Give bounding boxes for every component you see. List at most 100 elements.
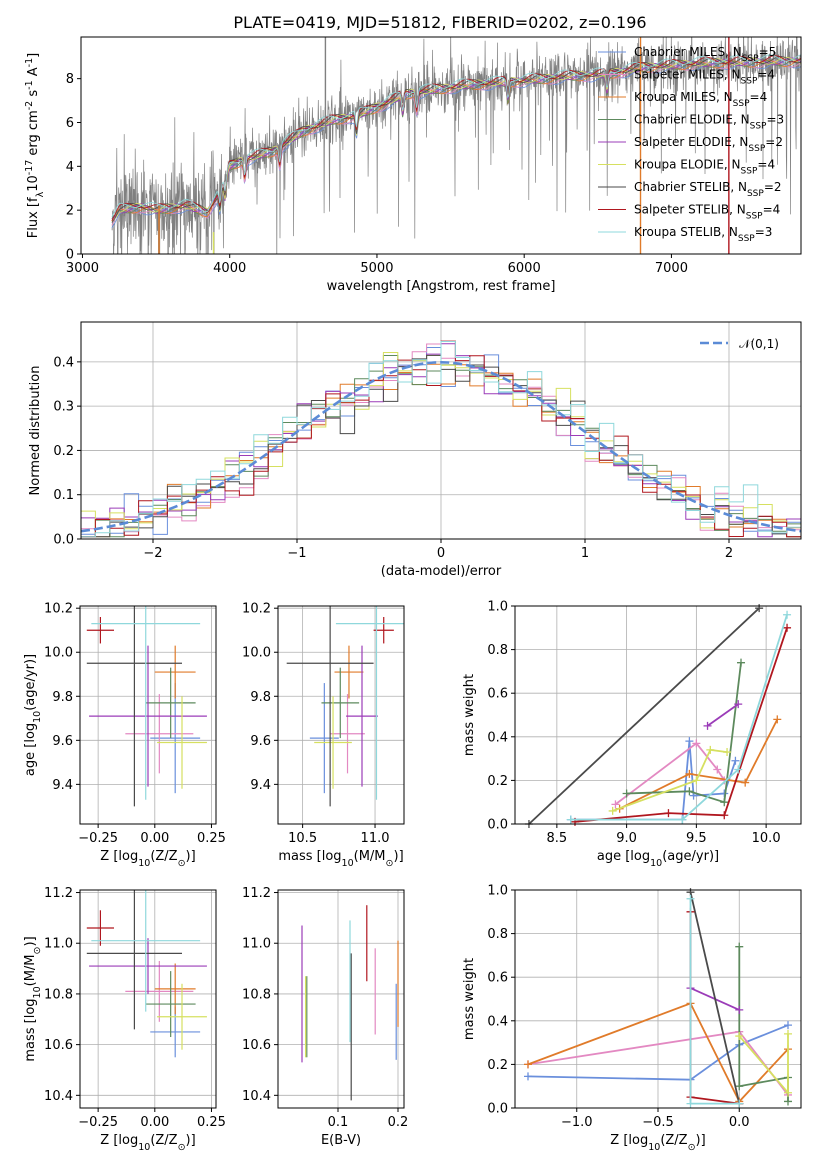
axes-frame	[514, 605, 802, 825]
x-tick-label: 0.25	[197, 1115, 226, 1130]
x-tick-label: 0.25	[197, 831, 226, 846]
weight-line-8	[570, 614, 788, 821]
plot-area-residuals	[81, 340, 801, 538]
plot-area-mass-vs-EBV	[301, 905, 399, 1101]
y-tick-label: 0.3	[53, 400, 74, 415]
weight-marker-8	[783, 610, 792, 619]
y-tick-label: 9.8	[52, 690, 73, 705]
weight-marker-8	[735, 1099, 744, 1108]
weight-marker-3	[720, 798, 729, 807]
y-tick-label: 0.0	[487, 818, 508, 833]
axes-mass-weight-vs-age: 8.5 9.0 9.5 10.0 0.0 0.2 0.4 0.6 0.8 1.0	[487, 600, 802, 846]
plot-area-mass-weight-vs-age	[524, 604, 792, 828]
y-tick-label: 0.2	[487, 1058, 508, 1073]
y-tick-label: 0.1	[53, 488, 74, 503]
y-tick-label: 9.4	[250, 778, 271, 793]
legend-label-1: Salpeter MILES, NSSP=4	[634, 68, 775, 87]
axes-age-vs-Z: −0.25 0.00 0.25 9.4 9.6 9.8 10.0 10.2	[44, 602, 226, 846]
weight-marker-5	[784, 1088, 792, 1097]
x-tick-label: 0.0	[729, 1115, 750, 1130]
x-axis-label: Z [log10(Z/Z⊙)]	[100, 1133, 195, 1153]
x-tick-label: 8.5	[547, 831, 568, 846]
x-tick-label: −0.25	[78, 1115, 118, 1130]
plot-area-spectrum	[111, 37, 801, 254]
x-tick-label: 0.2	[388, 1115, 409, 1130]
weight-line-6	[689, 891, 741, 1104]
y-tick-label: 1.0	[487, 884, 508, 899]
legend-label-5: Kroupa ELODIE, NSSP=4	[634, 158, 775, 177]
x-tick-label: 2	[725, 546, 733, 561]
axes-spectrum: 3000 4000 5000 6000 7000 0 2 4 6 8	[66, 36, 802, 276]
weight-marker-2	[741, 778, 750, 787]
x-axis-label: Z [log10(Z/Z⊙)]	[100, 849, 195, 869]
x-tick-label: 0.1	[328, 1115, 349, 1130]
x-tick-label: 7000	[655, 261, 688, 276]
weight-marker-5	[692, 776, 701, 785]
x-tick-label: −0.5	[642, 1115, 674, 1130]
x-tick-label: −1.0	[561, 1115, 593, 1130]
weight-line-6	[528, 607, 760, 825]
weight-marker-4	[735, 1005, 744, 1014]
y-axis-label: Flux [fλ10-17 erg cm-2 s-1 A-1]	[24, 53, 46, 238]
y-tick-label: 10.6	[44, 1038, 73, 1053]
y-tick-label: 9.6	[250, 734, 271, 749]
spectrum-model-8	[111, 54, 801, 218]
y-tick-label: 0.2	[53, 444, 74, 459]
weight-marker-0	[524, 1072, 532, 1081]
weight-marker-0	[685, 737, 694, 746]
legend-label-6: Chabrier STELIB, NSSP=2	[634, 180, 782, 199]
x-axis-label: age [log10(age/yr)]	[597, 849, 719, 869]
x-tick-label: 3000	[66, 261, 99, 276]
weight-marker-2	[773, 715, 782, 724]
x-tick-label: 9.0	[616, 831, 637, 846]
y-tick-label: 0.0	[487, 1102, 508, 1117]
plot-area-age-vs-Z	[86, 606, 207, 807]
y-tick-label: 0.4	[53, 355, 74, 370]
x-tick-label: −0.25	[78, 831, 118, 846]
weight-marker-3	[685, 787, 694, 796]
y-tick-label: 0.8	[487, 643, 508, 658]
x-axis-label: E(B-V)	[321, 1133, 361, 1148]
weight-marker-8	[686, 894, 695, 903]
axes-mass-vs-EBV: 0.1 0.2 10.4 10.6 10.8 11.0 11.2	[242, 886, 408, 1130]
weight-marker-1	[692, 739, 701, 748]
legend-label-2: Kroupa MILES, NSSP=4	[634, 90, 767, 109]
y-tick-label: 11.0	[44, 937, 73, 952]
y-axis-label: age [log10(age/yr)]	[23, 654, 43, 776]
axes-frame	[79, 605, 217, 825]
weight-line-2	[619, 718, 779, 810]
y-tick-label: 10.8	[242, 987, 271, 1002]
x-tick-label: −1	[287, 546, 306, 561]
y-tick-label: 10.4	[242, 1089, 271, 1104]
y-tick-label: 9.6	[52, 734, 73, 749]
axes-age-vs-mass: 10.5 11.0 9.4 9.6 9.8 10.0 10.2	[242, 602, 405, 846]
y-tick-label: 9.8	[250, 690, 271, 705]
weight-marker-2	[524, 1060, 532, 1069]
figure-title: PLATE=0419, MJD=51812, FIBERID=0202, z=0…	[233, 13, 646, 32]
weight-marker-8	[686, 1099, 695, 1108]
y-tick-label: 0.0	[53, 533, 74, 548]
spectrum-legend	[598, 51, 626, 233]
x-tick-label: 10.0	[752, 831, 781, 846]
y-tick-label: 11.2	[242, 886, 271, 901]
y-axis-label: mass weight	[462, 958, 477, 1040]
y-tick-label: 0.6	[487, 687, 508, 702]
y-axis-label: mass [log10(M/M⊙)]	[23, 936, 43, 1061]
weight-line-4	[706, 703, 739, 727]
axes-frame	[277, 889, 405, 1109]
weight-marker-3	[622, 789, 631, 798]
legend-label-0: Chabrier MILES, NSSP=5	[634, 45, 776, 64]
x-axis-label: mass [log10(M/M⊙)]	[278, 849, 403, 869]
weight-marker-5	[706, 745, 715, 754]
weight-marker-8	[678, 815, 687, 824]
normal-legend-label: 𝒩(0,1)	[739, 337, 779, 351]
weight-marker-3	[735, 1082, 744, 1091]
weight-marker-7	[664, 809, 673, 818]
x-tick-label: 6000	[508, 261, 541, 276]
axes-mass-vs-Z: −0.25 0.00 0.25 10.4 10.6 10.8 11.0 11.2	[44, 886, 226, 1130]
weight-line-5	[612, 748, 728, 812]
weight-marker-8	[566, 815, 575, 824]
axes-residuals: −2 −1 0 1 2 0.0 0.1 0.2 0.3 0.4	[53, 321, 802, 561]
axes-frame	[277, 605, 405, 825]
